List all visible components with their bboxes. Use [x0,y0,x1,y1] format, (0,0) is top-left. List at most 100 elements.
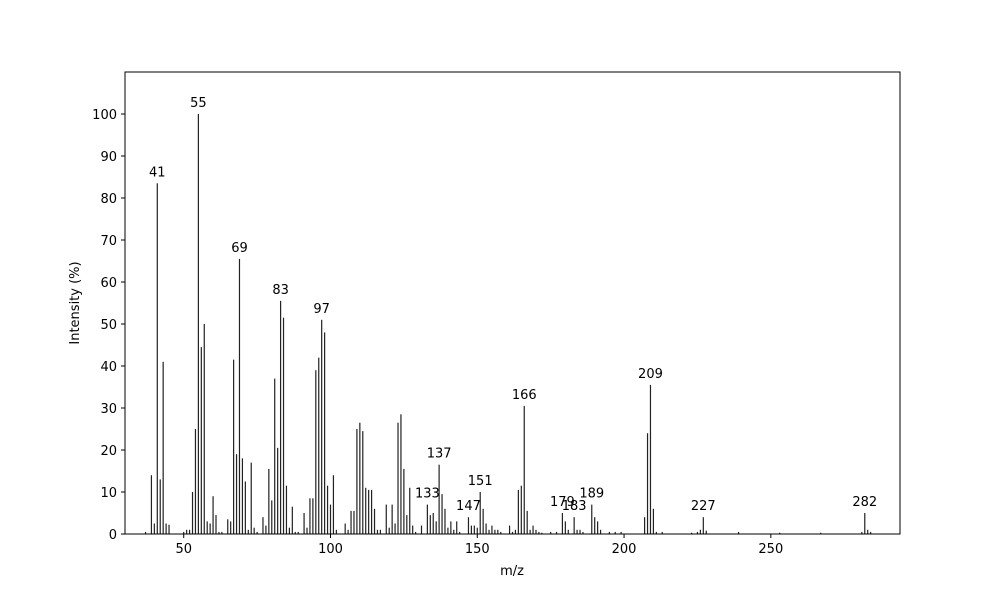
peak-bar [597,521,599,534]
peak-bar [541,532,543,534]
peak-label: 83 [272,283,289,298]
peak-bar [277,447,279,534]
peak-bar [573,517,575,534]
peak-bar [661,531,663,534]
peak-bar [200,347,202,534]
peak-bar [403,468,405,534]
peak-bar [297,531,299,534]
peak-bar [350,510,352,534]
peak-bar [391,504,393,534]
peak-bar [441,494,443,534]
peak-bar [365,487,367,534]
peak-bar [168,524,170,534]
peak-bar [438,464,440,534]
peak-bar [412,525,414,534]
peak-bar [291,506,293,534]
x-tick-label: 100 [318,542,343,557]
peak-bar [532,525,534,534]
peak-bar [491,525,493,534]
peak-bar [235,454,238,534]
peak-bar [473,525,475,534]
y-tick-label: 50 [100,318,117,333]
peak-label: 209 [638,367,663,382]
peak-bar [870,531,872,534]
peak-bar [347,529,349,534]
peak-bar [306,527,308,534]
peak-label: 151 [468,474,493,489]
peak-bar [294,531,296,534]
peak-bar [864,513,866,534]
peak-bar [285,485,288,534]
peak-bar [265,525,267,534]
y-axis-label: Intensity (%) [68,261,83,344]
peak-bar [206,521,208,534]
peak-label: 227 [691,499,716,514]
peak-bar [250,462,252,534]
peak-bar [705,530,707,534]
peak-bar [409,487,411,534]
peak-bar [690,532,693,534]
peak-bar [779,532,781,534]
peak-bar [253,527,255,534]
peak-bar [385,504,387,534]
peak-bar [508,525,511,534]
peak-bar [644,517,646,534]
peak-bar [233,359,235,534]
y-tick-label: 30 [100,402,117,417]
peak-bar [702,517,704,534]
peak-bar [209,523,211,534]
peak-bar [538,531,540,534]
y-tick-label: 60 [100,276,117,291]
peak-bar [494,529,496,534]
peak-bar [488,529,490,534]
peak-bar [529,529,531,534]
peak-bar [274,378,276,534]
peak-bar [582,531,584,534]
peak-bar [244,481,246,534]
peak-bar [188,529,191,534]
peak-bar [159,479,161,534]
peak-label: 55 [190,96,207,111]
peak-bar [156,183,158,535]
peak-bar [820,532,822,534]
peak-bar [535,529,537,534]
x-tick-label: 250 [758,542,783,557]
peak-bar [699,529,701,534]
peak-bar [479,492,481,534]
peak-bar [326,485,329,534]
peak-bar [737,531,740,534]
peak-bar [514,529,517,534]
peak-bar [561,513,564,534]
peak-bar [511,531,514,534]
y-tick-label: 10 [100,486,117,501]
peak-bar [227,519,229,534]
peak-bar [450,521,452,534]
peak-bar [579,529,581,534]
peak-bar [353,510,355,534]
peak-bar [576,529,578,534]
peak-bar [215,515,217,534]
peak-bar [370,489,373,534]
peak-bar [376,529,379,534]
peak-bar [262,517,264,534]
peak-bar [271,500,273,534]
peak-bar [564,521,566,534]
peak-bar [324,332,326,534]
peak-label: 147 [456,499,481,514]
peak-label: 97 [313,302,330,317]
peak-bar [555,531,558,534]
peak-bar [599,529,602,534]
peak-bar [476,527,478,534]
y-tick-label: 0 [109,528,117,543]
peak-bar [241,458,244,534]
peak-bar [282,317,285,534]
peak-bar [183,531,185,534]
peak-bar [646,433,649,534]
peak-bar [500,531,502,534]
peak-bar [550,531,552,534]
peak-bar [397,422,399,534]
peak-bar [429,515,431,534]
peak-bar [415,531,417,534]
peak-bar [497,529,499,534]
